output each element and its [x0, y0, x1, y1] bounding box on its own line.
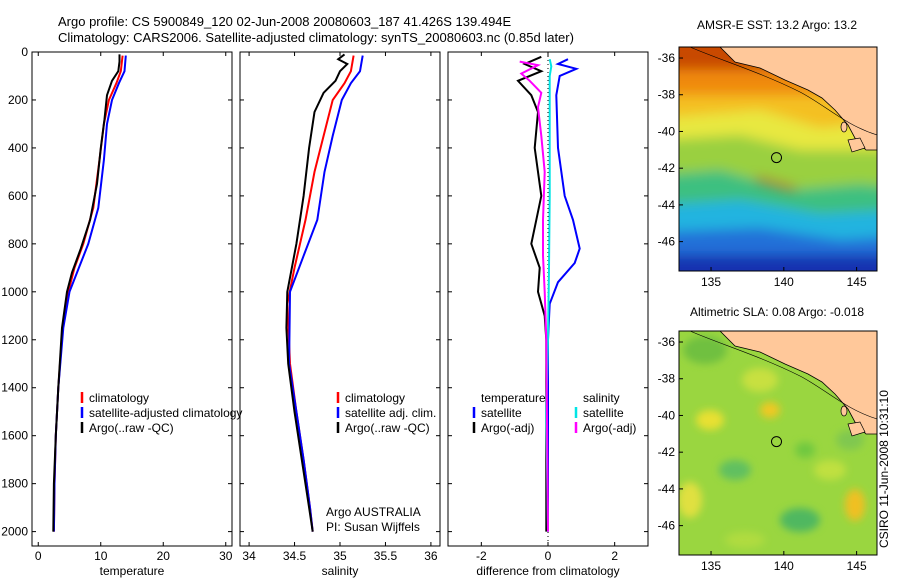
series-line — [519, 60, 549, 532]
legend-entry: satellite adj. clim. — [345, 406, 436, 420]
series-line — [288, 55, 364, 532]
climatology-subtitle: Climatology: CARS2006. Satellite-adjuste… — [58, 30, 574, 45]
legend-entry: satellite — [583, 406, 624, 420]
sst-map-title: AMSR-E SST: 13.2 Argo: 13.2 — [696, 18, 858, 32]
x-tick-label: -2 — [476, 549, 487, 563]
x-tick-label: 0 — [545, 549, 552, 563]
legend-entry: climatology — [345, 391, 405, 405]
y-tick-label: 200 — [8, 93, 28, 107]
y-tick-label: 800 — [8, 237, 28, 251]
legend-entry: climatology — [89, 391, 149, 405]
y-tick-label: 2000 — [1, 525, 28, 539]
map-y-tick-label: -40 — [658, 408, 676, 422]
map-x-tick-label: 135 — [701, 275, 721, 289]
x-tick-label: 35.5 — [374, 549, 398, 563]
x-axis-label: temperature — [100, 564, 165, 578]
y-tick-label: 400 — [8, 141, 28, 155]
map-y-tick-label: -40 — [658, 124, 676, 138]
map-y-tick-label: -44 — [658, 482, 676, 496]
x-tick-label: 10 — [94, 549, 108, 563]
map-y-tick-label: -44 — [658, 198, 676, 212]
series-line — [286, 55, 355, 532]
map-x-tick-label: 135 — [701, 559, 721, 573]
x-axis-label: salinity — [322, 564, 359, 578]
legend-entry: Argo(..raw -QC) — [345, 421, 430, 435]
y-tick-label: 1200 — [1, 333, 28, 347]
y-tick-label: 0 — [21, 45, 28, 59]
legend-entry: satellite — [481, 406, 522, 420]
map-x-tick-label: 140 — [774, 275, 794, 289]
series-line — [52, 55, 127, 532]
legend-entry: Argo(-adj) — [583, 421, 636, 435]
y-tick-label: 1800 — [1, 477, 28, 491]
profile-annotation: PI: Susan Wijffels — [326, 520, 420, 534]
x-tick-label: 20 — [157, 549, 171, 563]
profile-annotation: Argo AUSTRALIA — [326, 505, 421, 519]
x-tick-label: 2 — [611, 549, 618, 563]
sla-map: 135 140 145 -36 -38 -40 -42 -44 -46 — [658, 330, 878, 573]
map-y-tick-label: -42 — [658, 161, 676, 175]
map-y-tick-label: -46 — [658, 519, 676, 533]
sla-argo-marker — [771, 436, 782, 448]
series-line — [516, 55, 548, 532]
map-y-tick-label: -36 — [658, 51, 676, 65]
sst-argo-marker — [771, 152, 782, 164]
plot-frame — [239, 51, 441, 547]
x-tick-label: 0 — [35, 549, 42, 563]
series-line — [52, 54, 121, 532]
y-tick-label: 600 — [8, 189, 28, 203]
plot-frame — [31, 51, 233, 547]
x-tick-label: 34.5 — [283, 549, 307, 563]
x-axis-label: difference from climatology — [476, 564, 619, 578]
map-y-tick-label: -38 — [658, 88, 676, 102]
y-tick-label: 1600 — [1, 429, 28, 443]
profile-title: Argo profile: CS 5900849_120 02-Jun-2008… — [58, 14, 512, 29]
sla-map-axes: 135 140 145 -36 -38 -40 -42 -44 -46 — [658, 335, 867, 573]
series-line — [52, 55, 124, 532]
map-x-tick-label: 145 — [847, 559, 867, 573]
x-tick-label: 36 — [424, 549, 438, 563]
y-tick-label: 1400 — [1, 381, 28, 395]
series-line — [547, 58, 581, 532]
salinity-panel: 34 34.5 35 35.5 36 salinity climatologysatelli… — [239, 51, 441, 578]
sst-map: 135 140 145 -36 -38 -40 -42 -44 -46 — [658, 46, 878, 289]
map-y-tick-label: -46 — [658, 235, 676, 249]
map-x-tick-label: 145 — [847, 275, 867, 289]
x-tick-label: 34 — [242, 549, 256, 563]
legend-entry: satellite-adjusted climatology — [89, 406, 242, 420]
map-y-tick-label: -36 — [658, 335, 676, 349]
legend-entry: Argo(..raw -QC) — [89, 421, 174, 435]
map-y-tick-label: -38 — [658, 372, 676, 386]
legend-entry: Argo(-adj) — [481, 421, 534, 435]
x-tick-label: 35 — [333, 549, 347, 563]
y-tick-label: 1000 — [1, 285, 28, 299]
sst-map-axes: 135 140 145 -36 -38 -40 -42 -44 -46 — [658, 51, 867, 289]
legend-entry: temperature — [481, 391, 546, 405]
map-y-tick-label: -42 — [658, 445, 676, 459]
temperature-panel: 0 10 20 30 temperature 0 200 400 600 800 1000 1200 1… — [1, 45, 242, 578]
series-line — [285, 53, 349, 532]
x-tick-label: 30 — [219, 549, 233, 563]
map-x-tick-label: 140 — [774, 559, 794, 573]
legend-entry: salinity — [583, 391, 620, 405]
sla-map-title: Altimetric SLA: 0.08 Argo: -0.018 — [689, 305, 865, 319]
